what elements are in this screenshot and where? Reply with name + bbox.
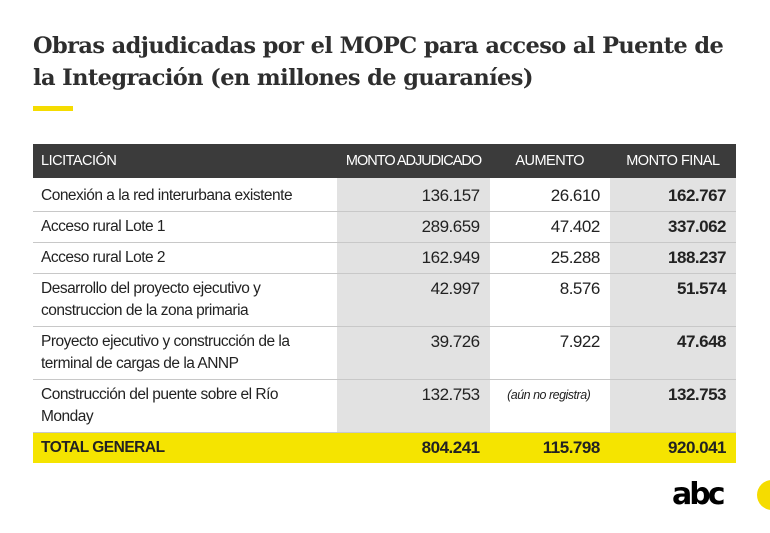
row-label: Proyecto ejecutivo y construcción de la …	[33, 326, 338, 380]
table-row: Acceso rural Lote 2 162.949 25.288 188.237	[33, 242, 736, 274]
total-final: 920.041	[609, 432, 736, 463]
table-row: Desarrollo del proyecto ejecutivo y cons…	[33, 273, 736, 327]
row-label: Acceso rural Lote 1	[33, 211, 338, 243]
table-row: Proyecto ejecutivo y construcción de la …	[33, 326, 736, 380]
table-row: Construcción del puente sobre el Río Mon…	[33, 379, 736, 433]
total-row: TOTAL GENERAL 804.241 115.798 920.041	[33, 432, 736, 463]
row-monto: 39.726	[337, 326, 490, 380]
total-monto: 804.241	[337, 432, 490, 463]
header-monto: MONTO ADJUDICADO	[337, 144, 490, 178]
header-licitacion: LICITACIÓN	[33, 144, 338, 178]
row-aumento: (aún no registra)	[489, 379, 610, 433]
table-header: LICITACIÓN MONTO ADJUDICADO AUMENTO MONT…	[33, 144, 736, 178]
row-final: 162.767	[609, 181, 736, 212]
total-label: TOTAL GENERAL	[33, 432, 338, 463]
table-row: Acceso rural Lote 1 289.659 47.402 337.062	[33, 211, 736, 243]
row-final: 51.574	[609, 273, 736, 327]
title-underline	[33, 106, 73, 111]
row-final: 188.237	[609, 242, 736, 274]
row-final: 337.062	[609, 211, 736, 243]
header-final: MONTO FINAL	[609, 144, 736, 178]
abc-logo: abc	[672, 477, 725, 512]
data-table: LICITACIÓN MONTO ADJUDICADO AUMENTO MONT…	[33, 144, 736, 463]
page-title: Obras adjudicadas por el MOPC para acces…	[33, 33, 724, 91]
header-aumento: AUMENTO	[489, 144, 610, 178]
total-aumento: 115.798	[489, 432, 610, 463]
row-monto: 136.157	[337, 181, 490, 212]
row-aumento: 7.922	[489, 326, 610, 380]
row-monto: 132.753	[337, 379, 490, 433]
row-label: Acceso rural Lote 2	[33, 242, 338, 274]
table-row: Conexión a la red interurbana existente 1…	[33, 181, 736, 212]
row-label: Construcción del puente sobre el Río Mon…	[33, 379, 338, 433]
row-final: 47.648	[609, 326, 736, 380]
row-final: 132.753	[609, 379, 736, 433]
row-aumento: 47.402	[489, 211, 610, 243]
logo-dot	[757, 480, 770, 510]
row-monto: 289.659	[337, 211, 490, 243]
row-monto: 42.997	[337, 273, 490, 327]
row-label: Desarrollo del proyecto ejecutivo y cons…	[33, 273, 338, 327]
row-monto: 162.949	[337, 242, 490, 274]
row-label: Conexión a la red interurbana existente	[33, 181, 338, 212]
row-aumento: 26.610	[489, 181, 610, 212]
row-aumento: 25.288	[489, 242, 610, 274]
row-aumento: 8.576	[489, 273, 610, 327]
